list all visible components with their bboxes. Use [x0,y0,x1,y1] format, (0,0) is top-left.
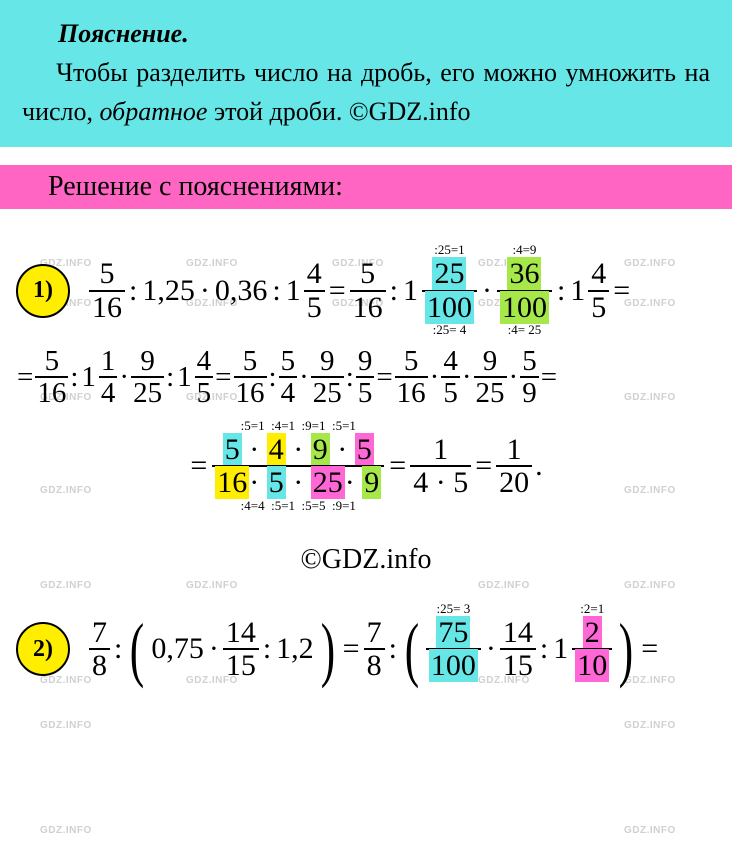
right-paren-icon: ) [320,617,334,682]
copyright-text: ©GDZ.info [10,544,722,576]
solution-header: Решение с пояснениями: [0,165,732,209]
left-paren-icon: ( [405,617,419,682]
p1-line2: = 516 :1 14 · 925 :1 45 = 516 : 54 · 925… [16,346,722,409]
explanation-box: Пояснение. Чтобы разделить число на дроб… [0,0,732,147]
p2-line1: 2) 78 : ( 0,75 · 1415 :1,2 ) = 78 : ( :2… [10,602,722,697]
explanation-body: Чтобы разделить число на дробь, его можн… [22,53,710,131]
p1-line1: 1) 516 :1,25 ·0,36 :1 45 = 516 :1 :25=1 … [10,243,722,338]
p1-line3: = :5=1 :4=1 :9=1 :5=1 5 · 4 · 9 · 5 16· … [10,419,722,514]
explanation-title: Пояснение. [58,14,710,53]
problem-1-badge: 1) [16,264,70,318]
left-paren-icon: ( [130,617,144,682]
solution-content: 1) 516 :1,25 ·0,36 :1 45 = 516 :1 :25=1 … [0,209,732,697]
problem-2-badge: 2) [16,622,70,676]
right-paren-icon: ) [619,617,633,682]
